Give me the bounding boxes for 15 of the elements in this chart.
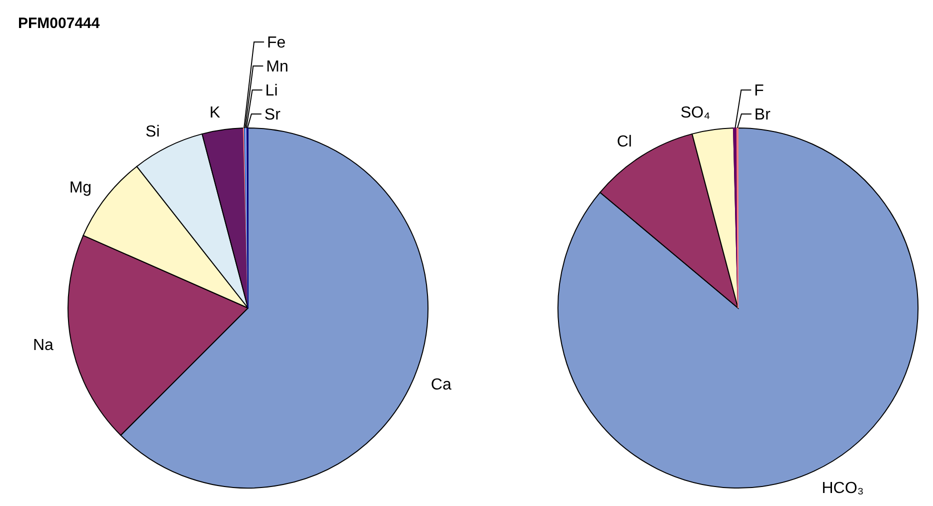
slice-label: F	[754, 82, 764, 100]
slice-label: Na	[32, 337, 54, 354]
slice-label: SO₄	[680, 104, 710, 122]
slice-label: Fe	[267, 34, 286, 52]
slice-label: Mn	[266, 58, 288, 76]
chart-title: PFM007444	[18, 15, 100, 32]
slice-label: HCO₃	[822, 480, 864, 498]
slice-label: Br	[754, 106, 772, 124]
slice-label: Ca	[430, 376, 452, 394]
slice-label: Si	[146, 123, 160, 140]
slice-label: Mg	[69, 179, 92, 196]
slice-label: K	[209, 104, 220, 122]
slice-label: Cl	[616, 133, 632, 150]
slice-label: Sr	[264, 106, 282, 124]
slice-label: Li	[265, 82, 278, 100]
